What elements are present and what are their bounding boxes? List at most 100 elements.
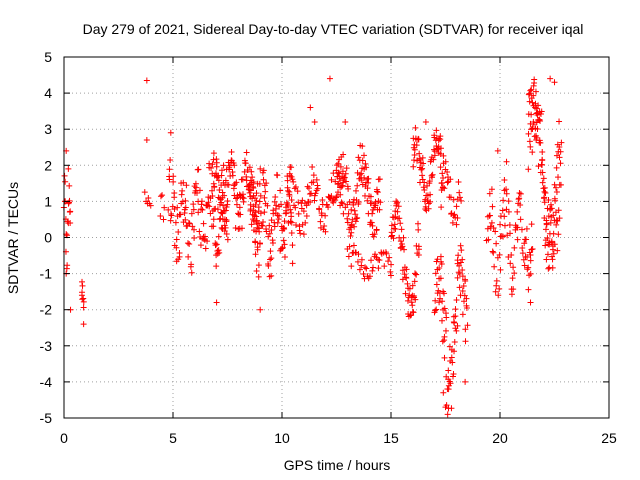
data-point (499, 207, 506, 214)
data-point (547, 201, 554, 208)
data-point (525, 91, 532, 98)
data-point (427, 191, 434, 198)
data-point (65, 165, 72, 172)
data-point (451, 338, 458, 345)
data-point (462, 378, 469, 385)
data-point (206, 203, 213, 210)
data-point (362, 160, 369, 167)
data-point (439, 170, 446, 177)
data-point (368, 200, 375, 207)
data-point (356, 266, 363, 273)
data-point (492, 228, 499, 235)
data-point (221, 227, 228, 234)
data-point (429, 171, 436, 178)
data-point (190, 201, 197, 208)
data-point (233, 179, 240, 186)
data-point (419, 172, 426, 179)
data-point (399, 267, 406, 274)
data-point (404, 280, 411, 287)
data-point (516, 190, 523, 197)
data-point (452, 306, 459, 313)
data-point (409, 282, 416, 289)
data-point (455, 179, 462, 186)
data-point (271, 223, 278, 230)
data-point (527, 87, 534, 94)
data-point (376, 257, 383, 264)
data-point (157, 193, 164, 200)
data-point (458, 197, 465, 204)
data-point (369, 210, 376, 217)
data-point (396, 215, 403, 222)
data-point (358, 262, 365, 269)
data-point (268, 226, 275, 233)
data-point (217, 215, 224, 222)
data-point (196, 228, 203, 235)
data-point (448, 405, 455, 412)
data-point (354, 214, 361, 221)
data-point (213, 241, 220, 248)
data-point (517, 202, 524, 209)
data-point (486, 212, 493, 219)
data-point (367, 193, 374, 200)
data-point (246, 186, 253, 193)
data-point (355, 154, 362, 161)
data-point (216, 195, 223, 202)
data-point (224, 236, 231, 243)
data-point (440, 175, 447, 182)
data-point (355, 198, 362, 205)
data-point (410, 309, 417, 316)
data-point (141, 189, 148, 196)
data-point (550, 212, 557, 219)
data-point (427, 198, 434, 205)
data-point (284, 202, 291, 209)
data-point (456, 270, 463, 277)
data-point (509, 275, 516, 282)
data-point (519, 244, 526, 251)
data-point (506, 221, 513, 228)
data-point (433, 281, 440, 288)
data-point (345, 210, 352, 217)
data-point (195, 166, 202, 173)
data-point (419, 165, 426, 172)
data-point (282, 207, 289, 214)
data-point (369, 264, 376, 271)
data-point (273, 171, 280, 178)
data-point (361, 152, 368, 159)
data-point (433, 127, 440, 134)
data-point (377, 199, 384, 206)
data-point (239, 191, 246, 198)
data-point (388, 261, 395, 268)
data-point (274, 219, 281, 226)
data-point (350, 242, 357, 249)
data-point (352, 187, 359, 194)
data-point (231, 182, 238, 189)
data-point (514, 208, 521, 215)
data-point (250, 192, 257, 199)
data-point (457, 242, 464, 249)
data-point (283, 199, 290, 206)
data-point (67, 208, 74, 215)
data-point (388, 222, 395, 229)
data-point (66, 182, 73, 189)
data-point (210, 216, 217, 223)
data-point (511, 244, 518, 251)
data-point (524, 254, 531, 261)
data-point (460, 282, 467, 289)
y-tick-label: 2 (44, 157, 52, 173)
data-point (517, 190, 524, 197)
data-point (551, 241, 558, 248)
x-tick-label: 25 (601, 430, 617, 446)
data-point (262, 188, 269, 195)
data-point (160, 216, 167, 223)
data-point (514, 224, 521, 231)
data-point (503, 186, 510, 193)
data-point (544, 235, 551, 242)
data-point (202, 245, 209, 252)
data-point (545, 265, 552, 272)
data-point (358, 256, 365, 263)
data-point (64, 262, 71, 269)
data-point (450, 196, 457, 203)
data-point (313, 176, 320, 183)
data-point (464, 322, 471, 329)
data-point (304, 183, 311, 190)
